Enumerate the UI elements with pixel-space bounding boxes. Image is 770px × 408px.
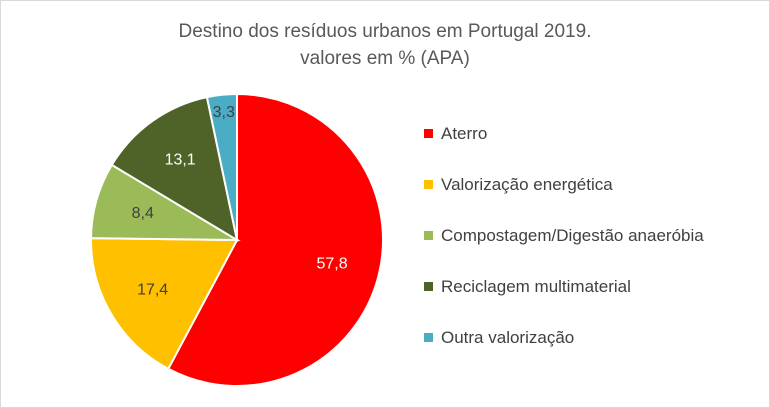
data-label-5: 3,3 — [213, 104, 235, 121]
data-label-4: 13,1 — [165, 152, 196, 169]
pie-slice-5 — [205, 92, 238, 241]
pie-slice-2 — [90, 237, 239, 371]
data-label-1: 57,8 — [317, 255, 348, 272]
legend-label-3: Compostagem/Digestão anaeróbia — [441, 225, 704, 245]
legend-swatch-1 — [424, 129, 433, 138]
data-label-3: 8,4 — [132, 205, 154, 222]
legend-item-5: Outra valorização — [424, 312, 704, 363]
chart-legend: Aterro Valorização energética Compostagem/… — [424, 108, 704, 363]
legend-label-5: Outra valorização — [441, 327, 575, 347]
pie-slice-4 — [110, 95, 239, 243]
legend-swatch-5 — [424, 333, 433, 342]
chart-title-block: Destino dos resíduos urbanos em Portugal… — [0, 18, 770, 72]
chart-title: Destino dos resíduos urbanos em Portugal… — [178, 21, 592, 42]
legend-label-4: Reciclagem multimaterial — [441, 276, 631, 296]
legend-item-2: Valorização energética — [424, 159, 704, 210]
legend-swatch-3 — [424, 231, 433, 240]
legend-swatch-2 — [424, 180, 433, 189]
legend-label-2: Valorização energética — [441, 174, 613, 194]
pie-slice-1 — [166, 92, 384, 387]
legend-item-4: Reciclagem multimaterial — [424, 261, 704, 312]
data-label-2: 17,4 — [137, 281, 168, 298]
legend-item-3: Compostagem/Digestão anaeróbia — [424, 210, 704, 261]
legend-label-1: Aterro — [441, 123, 488, 143]
chart-subtitle: valores em % (APA) — [300, 48, 470, 69]
legend-swatch-4 — [424, 282, 433, 291]
legend-item-1: Aterro — [424, 108, 704, 159]
